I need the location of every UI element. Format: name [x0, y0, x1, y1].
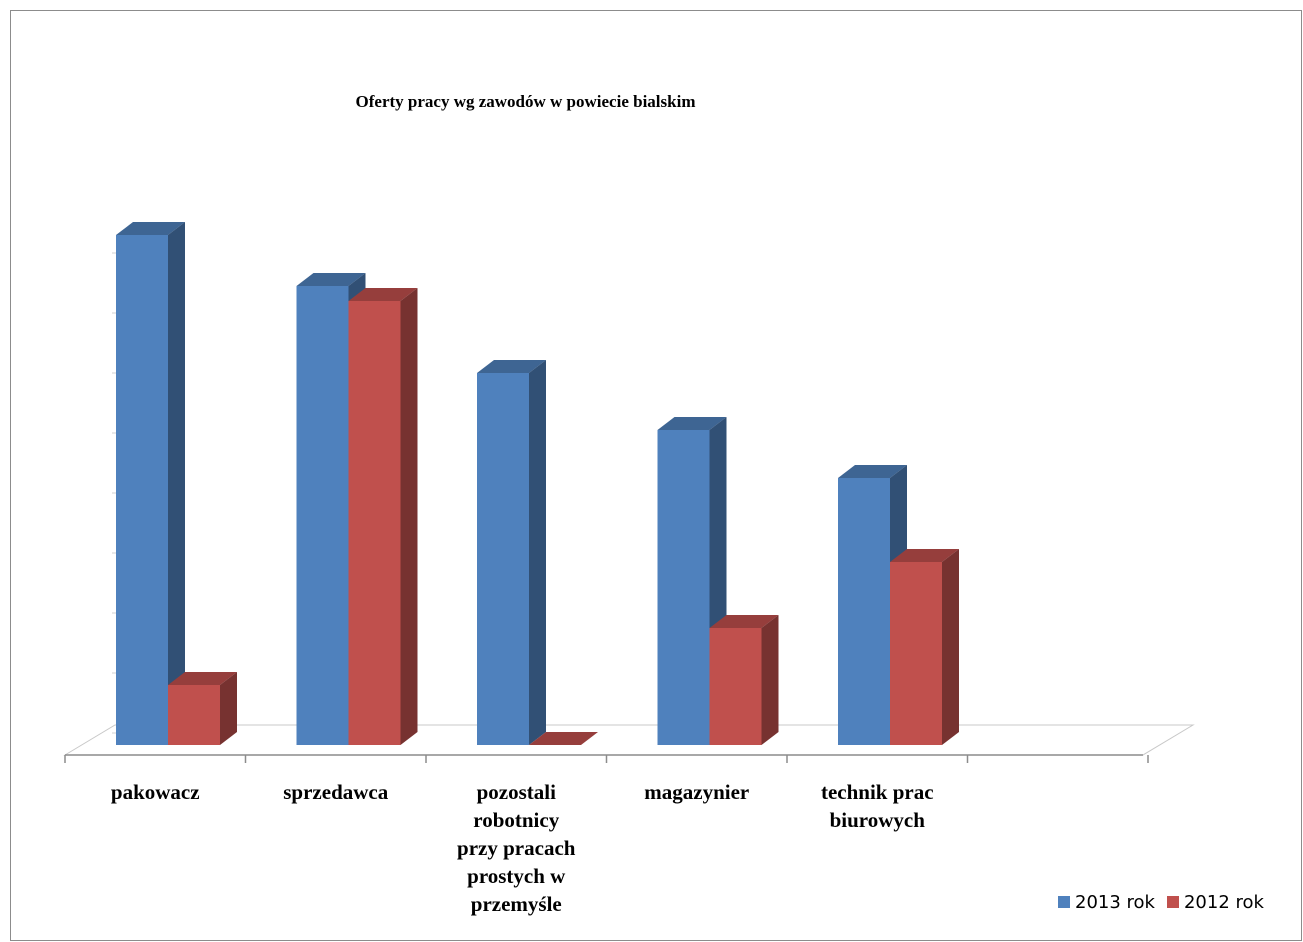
- bar-2013-rok-0-side: [168, 222, 185, 745]
- legend-item-2013: 2013 rok: [1058, 892, 1155, 913]
- bar-2012-rok-1-top: [348, 288, 418, 301]
- bar-2012-rok-3-side: [761, 615, 779, 745]
- bar-2012-rok-0-side: [220, 672, 237, 745]
- legend-label-2013: 2013 rok: [1075, 891, 1155, 913]
- bar-2012-rok-2-top: [529, 732, 598, 745]
- legend-item-2012: 2012 rok: [1166, 891, 1264, 913]
- bar-2013-rok-2-top: [477, 360, 546, 373]
- bar-2013-rok-1-front: [296, 286, 349, 745]
- bar-2012-rok-4-front: [890, 562, 942, 745]
- bar-2012-rok-4-top: [890, 549, 959, 562]
- x-tick-label: magazynier: [644, 780, 750, 804]
- bar-2013-rok-3-front: [657, 430, 710, 745]
- bar-2013-rok-1-top: [296, 273, 366, 286]
- bar-2013-rok-4-front: [838, 478, 890, 745]
- x-tick-label: technik prac biurowych: [820, 780, 934, 832]
- x-tick-label: pakowacz: [110, 780, 200, 804]
- bar-2012-rok-0-front: [168, 685, 220, 745]
- x-tick-label: sprzedawca: [283, 780, 389, 804]
- bar-2012-rok-1-front: [348, 301, 401, 745]
- bar-2012-rok-4-side: [942, 549, 959, 745]
- bar-2012-rok-3-front: [709, 628, 762, 745]
- bar-2012-rok-0-top: [168, 672, 237, 685]
- legend-label-2012: 2012 rok: [1183, 891, 1264, 913]
- legend-swatch-2012: [1166, 896, 1179, 908]
- bar-2012-rok-3-top: [709, 615, 779, 628]
- legend: 2013 rok 2012 rok: [1058, 890, 1270, 914]
- legend-swatch-2013: [1058, 896, 1070, 908]
- bar-2013-rok-2-side: [529, 360, 546, 745]
- bar-2013-rok-0-front: [116, 235, 168, 745]
- bar-2012-rok-1-side: [400, 288, 418, 745]
- bar-2013-rok-0-top: [116, 222, 185, 235]
- chart-frame: [10, 10, 1302, 941]
- x-tick-label: pozostali robotnicy przy pracach prostyc…: [457, 780, 576, 916]
- bar-2013-rok-2-front: [477, 373, 529, 745]
- bar-2013-rok-4-top: [838, 465, 907, 478]
- chart-title: Oferty pracy wg zawodów w powiecie bials…: [355, 92, 696, 111]
- bar-2013-rok-3-top: [657, 417, 727, 430]
